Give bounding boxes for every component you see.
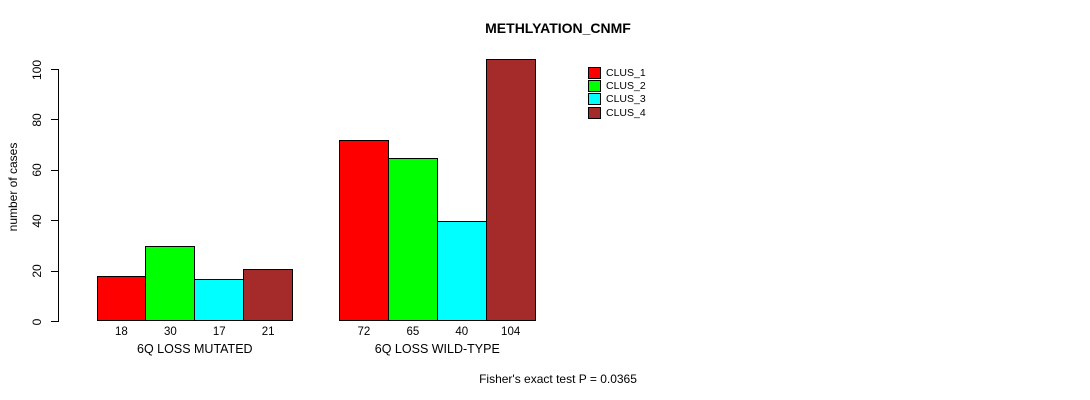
legend-swatch-clus_4 — [588, 106, 601, 119]
legend-item-clus_4: CLUS_4 — [588, 106, 646, 119]
legend-label: CLUS_3 — [606, 93, 646, 106]
legend-item-clus_1: CLUS_1 — [588, 66, 646, 79]
legend-item-clus_3: CLUS_3 — [588, 93, 646, 106]
legend-swatch-clus_3 — [588, 93, 601, 106]
legend-label: CLUS_2 — [606, 79, 646, 92]
legend-item-clus_2: CLUS_2 — [588, 79, 646, 92]
bar-value-label: 104 — [501, 325, 521, 338]
y-tick-mark — [51, 119, 58, 121]
chart-title: METHLYATION_CNMF — [485, 20, 631, 36]
bar-clus_3-1 — [194, 278, 245, 322]
legend: CLUS_1 CLUS_2 CLUS_3 CLUS_4 — [588, 66, 646, 119]
y-axis-label: number of cases — [6, 142, 20, 232]
bar-value-label: 30 — [163, 325, 177, 338]
y-axis-line — [58, 69, 59, 322]
bar-value-label: 65 — [406, 325, 420, 338]
y-tick-label: 80 — [30, 113, 44, 127]
bar-value-label: 40 — [455, 325, 469, 338]
bar-value-label: 21 — [261, 325, 275, 338]
bar-clus_3-2 — [436, 220, 487, 322]
y-tick-mark — [51, 220, 58, 222]
legend-label: CLUS_4 — [606, 106, 646, 119]
y-tick-label: 100 — [30, 59, 44, 80]
annotation-text: Fisher's exact test P = 0.0365 — [479, 372, 637, 386]
group-label: 6Q LOSS WILD-TYPE — [374, 341, 500, 356]
bar-clus_4-1 — [243, 268, 294, 322]
bar-clus_1-1 — [96, 276, 147, 322]
legend-swatch-clus_1 — [588, 66, 601, 79]
bar-value-label: 17 — [212, 325, 226, 338]
y-tick-label: 40 — [30, 214, 44, 228]
bar-clus_2-2 — [387, 157, 438, 322]
y-tick-mark — [51, 69, 58, 70]
group-label: 6Q LOSS MUTATED — [137, 341, 253, 356]
y-tick-label: 0 — [30, 318, 44, 325]
y-tick-label: 20 — [30, 264, 44, 278]
bar-clus_1-2 — [339, 140, 389, 322]
y-tick-label: 60 — [30, 163, 44, 177]
y-tick-mark — [51, 321, 58, 322]
bar-value-label: 72 — [357, 325, 371, 338]
bar-clus_2-1 — [145, 245, 196, 322]
legend-swatch-clus_2 — [588, 79, 601, 92]
bar-value-label: 18 — [115, 325, 128, 338]
y-tick-mark — [51, 270, 58, 272]
bar-clus_4-2 — [485, 59, 536, 322]
y-tick-mark — [51, 169, 58, 171]
legend-label: CLUS_1 — [606, 66, 646, 79]
